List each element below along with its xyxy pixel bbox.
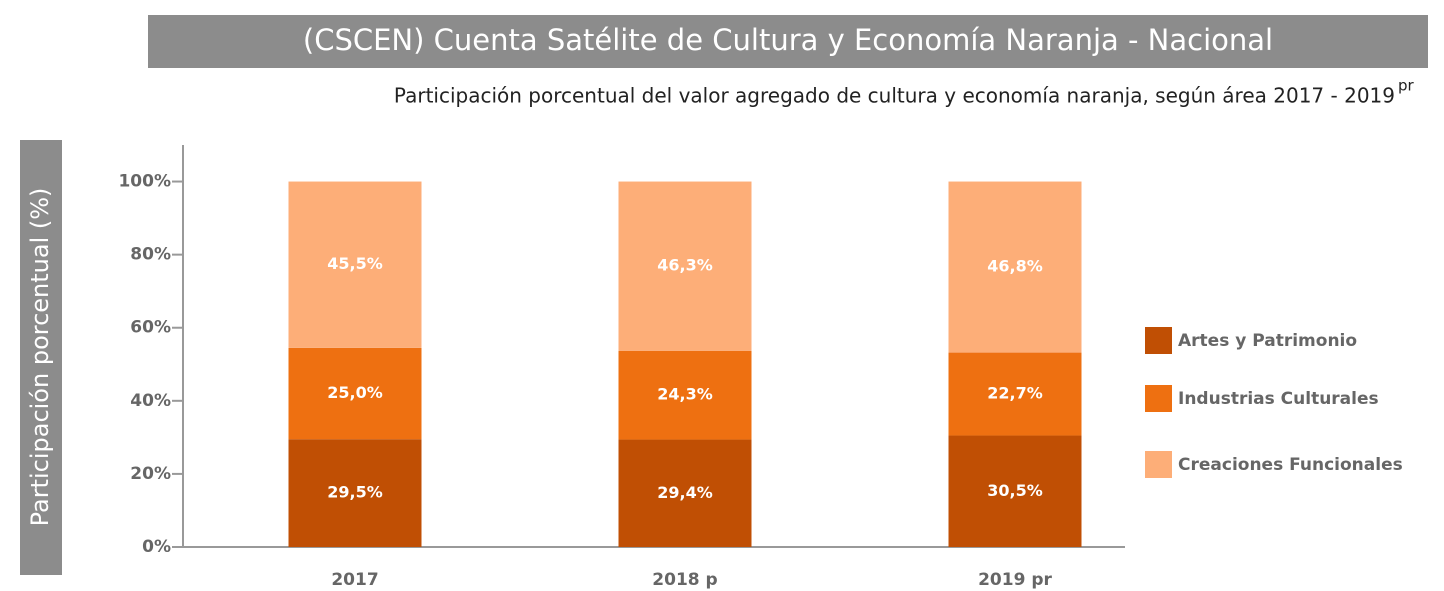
bar-segment (288, 347, 422, 440)
data-label: 46,3% (657, 256, 713, 275)
bar-segment (618, 350, 752, 440)
data-label: 29,5% (327, 483, 383, 502)
y-tick-label: 20% (130, 464, 171, 484)
legend-swatch (1145, 385, 1172, 412)
bar-segment (288, 181, 422, 348)
chart-title: (CSCEN) Cuenta Satélite de Cultura y Eco… (303, 23, 1273, 57)
x-tick-label: 2017 (331, 570, 378, 590)
legend-label: Industrias Culturales (1178, 389, 1379, 409)
data-label: 46,8% (987, 257, 1043, 276)
bar-segment (618, 439, 752, 547)
x-tick-label: 2018 p (652, 570, 717, 590)
legend-label: Creaciones Funcionales (1178, 455, 1403, 475)
data-label: 25,0% (327, 383, 383, 402)
bar-segment (288, 439, 422, 547)
data-label: 45,5% (327, 254, 383, 273)
legend-label: Artes y Patrimonio (1178, 331, 1357, 351)
y-tick-label: 80% (130, 245, 171, 265)
bar-segment (948, 181, 1082, 353)
data-label: 22,7% (987, 384, 1043, 403)
x-tick-label: 2019 pr (978, 570, 1052, 590)
y-tick-label: 60% (130, 318, 171, 338)
legend-swatch (1145, 327, 1172, 354)
data-label: 29,4% (657, 483, 713, 502)
bar-segment (948, 352, 1082, 436)
y-tick-label: 0% (142, 537, 171, 557)
bar-segment (618, 181, 752, 351)
y-tick-label: 100% (118, 172, 171, 192)
subtitle-superscript: pr (1398, 77, 1415, 95)
data-label: 30,5% (987, 481, 1043, 500)
title-banner (148, 15, 1428, 68)
legend-swatch (1145, 451, 1172, 478)
y-tick-label: 40% (130, 391, 171, 411)
data-label: 24,3% (657, 385, 713, 404)
bar-segment (948, 435, 1082, 547)
y-label-banner (20, 140, 62, 575)
chart-subtitle: Participación porcentual del valor agreg… (394, 84, 1395, 108)
y-axis-label: Participación porcentual (%) (26, 188, 54, 527)
